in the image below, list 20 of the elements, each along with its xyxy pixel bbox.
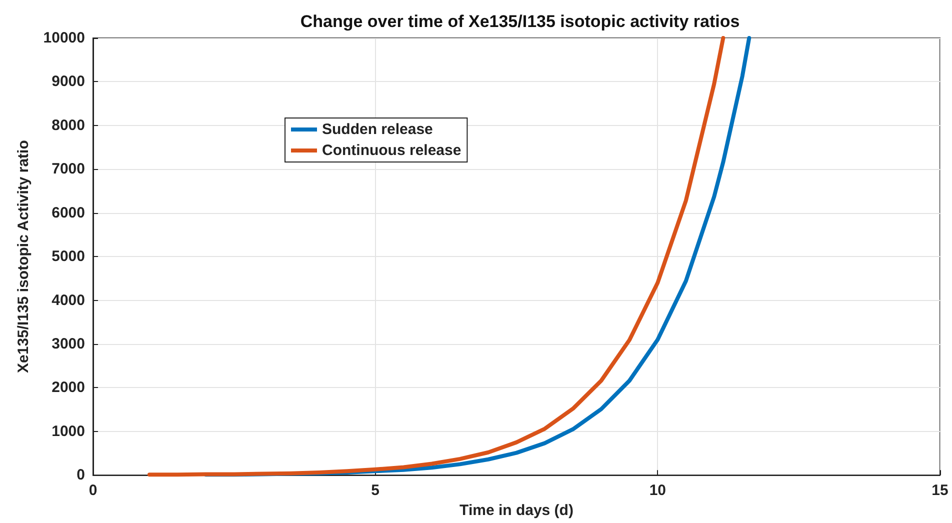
y-tick-label: 5000 xyxy=(52,248,85,266)
x-tick-label: 5 xyxy=(371,482,380,500)
y-tick-label: 6000 xyxy=(52,204,85,222)
y-tick-label: 7000 xyxy=(52,160,85,178)
y-tick-label: 8000 xyxy=(52,116,85,134)
y-tick-label: 1000 xyxy=(52,422,85,440)
x-axis-title: Time in days (d) xyxy=(460,502,574,519)
y-tick-label: 3000 xyxy=(52,335,85,352)
legend-label: Sudden release xyxy=(322,121,433,138)
y-tick-label: 4000 xyxy=(52,292,85,309)
y-tick-label: 10000 xyxy=(43,30,85,46)
x-tick-label: 10 xyxy=(649,482,666,500)
legend-label: Continuous release xyxy=(322,142,462,159)
y-tick-label: 9000 xyxy=(52,73,85,90)
y-axis-title: Xe135/I135 isotopic Activity ratio xyxy=(15,140,32,373)
y-tick-label: 0 xyxy=(76,466,85,484)
x-tick-label: 15 xyxy=(932,482,948,500)
y-tick-label: 2000 xyxy=(52,379,85,396)
x-tick-label: 0 xyxy=(88,482,98,500)
chart-title: Change over time of Xe135/I135 isotopic activity ratios xyxy=(300,12,740,31)
